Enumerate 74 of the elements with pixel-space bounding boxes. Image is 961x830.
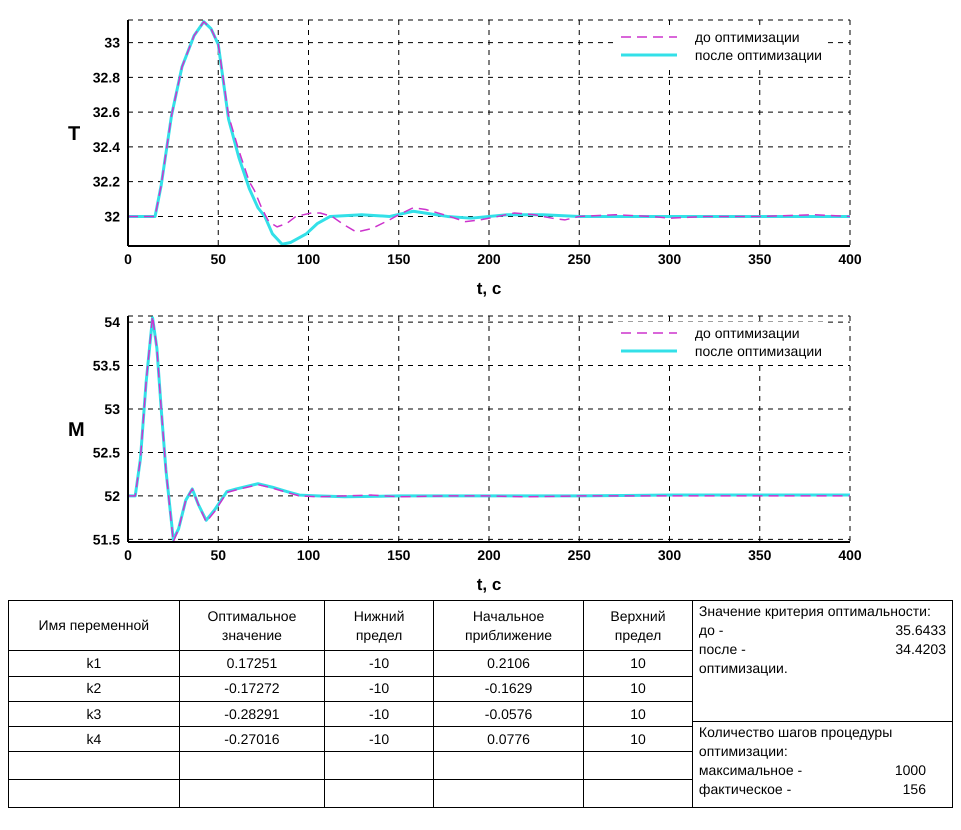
legend-label: после оптимизации bbox=[694, 47, 822, 63]
text: -10 bbox=[324, 676, 434, 702]
text: -10 bbox=[324, 650, 434, 676]
y-axis-title: T bbox=[68, 123, 80, 146]
text: 0.17251 bbox=[179, 650, 325, 676]
y-tick-label: 32.2 bbox=[92, 174, 120, 190]
text: Нижний предел bbox=[324, 600, 434, 651]
y-tick-label: 32.4 bbox=[92, 138, 120, 155]
x-tick-label: 400 bbox=[838, 546, 862, 563]
y-tick-label: 51.5 bbox=[92, 531, 120, 548]
x-tick-label: 50 bbox=[210, 546, 226, 563]
x-tick-label: 200 bbox=[477, 546, 501, 563]
text: -10 bbox=[324, 701, 434, 727]
x-tick-label: 50 bbox=[210, 250, 226, 267]
text: 10 bbox=[584, 676, 692, 702]
x-tick-label: 250 bbox=[568, 250, 592, 267]
text: -0.0576 bbox=[434, 701, 584, 727]
legend-label: до оптимизации bbox=[694, 325, 800, 341]
y-tick-label: 53 bbox=[104, 400, 120, 417]
text: 35.6433 bbox=[895, 621, 946, 640]
y-tick-label: 32 bbox=[104, 208, 120, 224]
y-axis-title: M bbox=[68, 419, 85, 442]
text: k2 bbox=[8, 676, 180, 702]
x-tick-label: 150 bbox=[387, 250, 411, 267]
y-tick-label: 52.5 bbox=[92, 444, 120, 460]
x-tick-label: 150 bbox=[387, 546, 411, 563]
x-tick-label: 300 bbox=[658, 250, 682, 267]
x-tick-label: 350 bbox=[748, 546, 772, 563]
text: фактическое - bbox=[698, 780, 792, 799]
text: 34.4203 bbox=[895, 640, 946, 659]
x-tick-label: 0 bbox=[124, 250, 132, 267]
y-tick-label: 32.8 bbox=[92, 69, 120, 86]
text: k3 bbox=[8, 701, 180, 727]
text: Начальное приближение bbox=[434, 600, 584, 651]
text: 0.2106 bbox=[434, 650, 584, 676]
text: Количество шагов процедуры оптимизации: bbox=[698, 723, 894, 761]
text: k1 bbox=[8, 650, 180, 676]
x-tick-label: 200 bbox=[477, 250, 501, 267]
text: 10 bbox=[584, 726, 692, 752]
x-tick-label: 100 bbox=[296, 250, 320, 267]
text: 10 bbox=[584, 650, 692, 676]
x-tick-label: 400 bbox=[838, 250, 862, 267]
y-tick-label: 33 bbox=[104, 34, 120, 51]
x-tick-label: 0 bbox=[124, 546, 132, 563]
text: k4 bbox=[8, 726, 180, 752]
y-tick-label: 54 bbox=[104, 314, 120, 330]
x-axis-title: t, c bbox=[476, 279, 502, 298]
text: после - bbox=[698, 640, 746, 659]
x-tick-label: 250 bbox=[568, 546, 592, 563]
legend-label: после оптимизации bbox=[694, 343, 822, 359]
legend-label: до оптимизации bbox=[694, 29, 800, 45]
text: до - bbox=[698, 621, 724, 640]
x-tick-label: 100 bbox=[296, 546, 320, 563]
text: Верхний предел bbox=[584, 600, 692, 651]
x-tick-label: 350 bbox=[748, 250, 772, 267]
text: -0.27016 bbox=[179, 726, 325, 752]
text: -0.1629 bbox=[434, 676, 584, 702]
text: Значение критерия оптимальности: bbox=[698, 602, 932, 621]
text: -10 bbox=[324, 726, 434, 752]
text: Оптимальное значение bbox=[179, 600, 325, 651]
y-tick-label: 32.6 bbox=[92, 104, 120, 120]
text: максимальное - bbox=[698, 761, 802, 780]
y-tick-label: 52 bbox=[104, 488, 120, 504]
text: 1000 bbox=[894, 761, 926, 780]
text: 10 bbox=[584, 701, 692, 727]
text: 0.0776 bbox=[434, 726, 584, 752]
text: -0.28291 bbox=[179, 701, 325, 727]
x-axis-title: t, c bbox=[476, 575, 502, 594]
y-tick-label: 53.5 bbox=[92, 358, 120, 374]
text: 156 bbox=[902, 780, 926, 799]
text: оптимизации. bbox=[698, 659, 789, 678]
x-tick-label: 300 bbox=[658, 546, 682, 563]
text: -0.17272 bbox=[179, 676, 325, 702]
text: Имя переменной bbox=[8, 600, 180, 651]
